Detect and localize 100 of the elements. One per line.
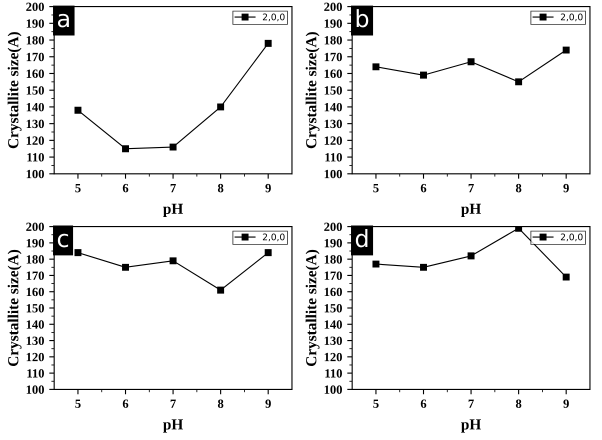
annotation: c [58,234,68,248]
y-tick-label: 180 [324,255,342,264]
point [74,106,82,114]
y-tick-label: 160 [324,70,342,78]
y-tick-label: 110 [27,369,44,378]
y-axis-title: Crystallite size(A) [8,250,22,366]
y-tick-label: 150 [26,86,44,95]
point [217,286,224,294]
x-axis-title: pH [461,204,481,218]
y-tick-label: 120 [324,352,342,362]
legend-label: 2,0,0 [262,14,285,22]
y-tick-label: 180 [26,255,44,264]
y-tick-label: 140 [26,320,44,329]
y-tick-label: 170 [324,52,342,62]
x-axis-title: pH [163,204,184,218]
y-tick-label: 200 [324,2,342,12]
x-tick-label: 6 [122,184,128,192]
x-tick-label: 9 [563,184,569,192]
x-tick-label: 5 [373,184,379,192]
point [562,46,570,54]
point [515,226,522,232]
y-tick-label: 110 [325,153,342,162]
y-tick-label: 190 [26,238,44,248]
y-axis-title: Crystallite size(A) [8,32,22,148]
x-tick-label: 5 [75,400,81,408]
point [264,249,272,256]
y-axis-title: Crystallite size(A) [306,32,320,148]
legend-label: 2,0,0 [560,14,583,22]
y-tick-label: 130 [26,120,44,128]
point [562,274,570,281]
y-tick-label: 130 [26,336,44,346]
point [170,144,177,151]
x-tick-label: 7 [170,184,176,192]
annotation: a [58,14,69,28]
x-axis-title: pH [163,419,184,433]
point [264,40,272,47]
point [468,252,475,260]
x-tick-label: 9 [563,400,569,408]
y-tick-label: 150 [26,304,44,312]
y-tick-label: 190 [26,19,44,28]
point [74,249,82,256]
legend-label: 2,0,0 [262,234,285,242]
annotation: d [356,229,368,248]
y-axis-title: Crystallite size(A) [306,250,320,366]
y-tick-label: 120 [324,136,342,145]
y-tick-label: 110 [27,153,44,162]
y-tick-label: 100 [324,170,342,178]
y-tick-label: 100 [26,170,44,178]
y-tick-label: 200 [324,222,342,232]
y-tick-label: 150 [324,86,342,95]
x-tick-label: 5 [75,184,81,192]
annotation: b [356,9,368,28]
y-tick-label: 120 [26,136,44,145]
y-tick-label: 170 [26,52,44,62]
legend-label: 2,0,0 [560,234,583,242]
y-tick-label: 130 [324,336,342,346]
y-tick-label: 200 [26,2,44,12]
point [217,103,224,110]
y-tick-label: 130 [324,120,342,128]
point [420,72,427,79]
y-tick-label: 160 [26,288,44,296]
point [468,58,475,66]
y-tick-label: 170 [26,271,44,280]
y-tick-label: 140 [324,102,342,112]
y-tick-label: 190 [324,238,342,248]
y-tick-label: 100 [26,385,44,394]
y-tick-label: 190 [324,19,342,28]
x-tick-label: 7 [468,184,474,192]
point [420,264,427,271]
x-axis-title: pH [461,419,481,433]
x-tick-label: 8 [516,184,522,192]
x-tick-label: 6 [420,184,426,192]
y-tick-label: 160 [324,288,342,296]
x-tick-label: 8 [218,184,224,192]
point [122,264,129,271]
x-tick-label: 7 [170,400,176,408]
y-tick-label: 140 [324,320,342,329]
y-tick-label: 120 [26,352,44,362]
point [372,260,380,268]
x-tick-label: 8 [516,399,522,408]
y-tick-label: 180 [26,36,44,44]
point [515,78,522,86]
point [372,63,380,70]
x-tick-label: 9 [265,184,271,192]
x-tick-label: 8 [218,399,224,408]
x-tick-label: 5 [373,400,379,408]
x-tick-label: 6 [420,400,426,408]
y-tick-label: 100 [324,385,342,394]
point [170,257,177,264]
point [122,145,129,152]
y-tick-label: 110 [325,369,342,378]
x-tick-label: 7 [468,400,474,408]
y-tick-label: 180 [324,36,342,44]
x-tick-label: 6 [122,400,128,408]
y-tick-label: 170 [324,271,342,280]
x-tick-label: 9 [265,400,271,408]
y-tick-label: 160 [26,70,44,78]
y-tick-label: 140 [26,102,44,112]
y-tick-label: 200 [26,222,44,232]
y-tick-label: 150 [324,304,342,312]
